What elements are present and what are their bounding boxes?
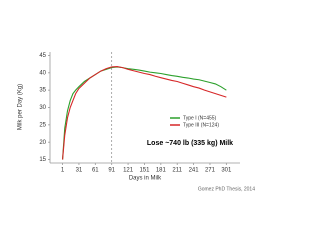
legend-label: Type III (N=124) xyxy=(183,122,219,128)
y-axis-label: Milk per Day (Kg) xyxy=(18,84,24,130)
source: Gomez PhD Thesis, 2014 xyxy=(198,186,255,192)
series-line xyxy=(62,66,227,160)
legend-label: Type I (N=455) xyxy=(183,115,217,121)
chart: Milk per Day (Kg) Days in Milk Lose ~740… xyxy=(18,52,255,192)
x-tick-label: 241 xyxy=(189,168,200,174)
x-tick-label: 301 xyxy=(221,168,232,174)
x-tick-label: 181 xyxy=(156,168,167,174)
x-tick-label: 91 xyxy=(108,168,115,174)
y-tick-label: 15 xyxy=(39,157,46,163)
annotation: Lose ~740 lb (335 kg) Milk xyxy=(147,140,233,147)
x-tick-label: 31 xyxy=(76,168,83,174)
x-tick-label: 271 xyxy=(205,168,216,174)
series-line xyxy=(62,66,227,160)
x-tick-label: 61 xyxy=(92,168,99,174)
x-tick-label: 1 xyxy=(61,168,65,174)
y-tick-label: 30 xyxy=(39,105,46,111)
y-tick-label: 25 xyxy=(39,122,46,128)
y-tick-label: 35 xyxy=(39,88,46,94)
y-tick-label: 45 xyxy=(39,53,46,59)
x-tick-label: 211 xyxy=(172,168,182,174)
y-tick-label: 20 xyxy=(39,140,46,146)
y-tick-label: 40 xyxy=(39,70,46,76)
x-axis-label: Days in Milk xyxy=(129,176,162,182)
x-tick-label: 151 xyxy=(139,168,150,174)
x-tick-label: 121 xyxy=(123,168,134,174)
